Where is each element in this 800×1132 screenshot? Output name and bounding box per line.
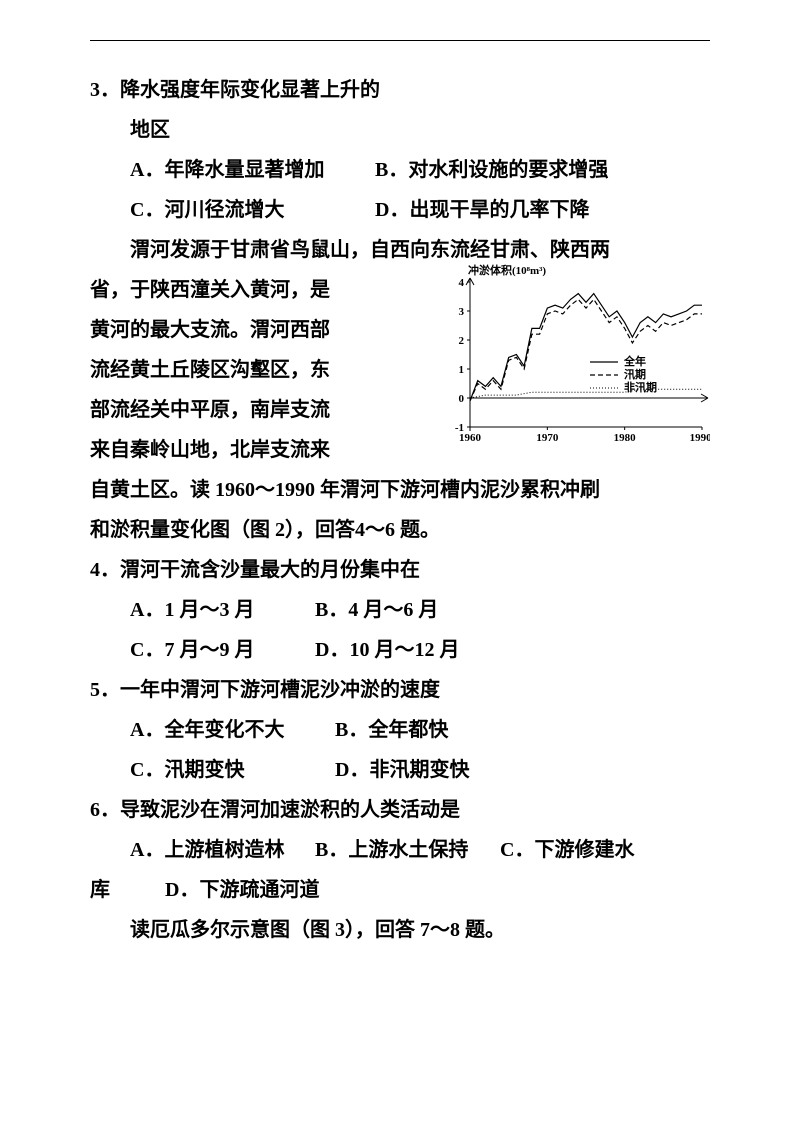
q5-option-a: A．全年变化不大 xyxy=(130,710,330,750)
svg-text:1970: 1970 xyxy=(536,432,559,444)
q6-opts-row2: 库 D．下游疏通河道 xyxy=(90,870,710,910)
chart-series-flood xyxy=(470,299,702,401)
q3-option-d: D．出现干旱的几率下降 xyxy=(375,190,589,230)
passage1-line4: 和淤积量变化图（图 2），回答4～6 题。 xyxy=(90,510,710,550)
q4-opts-row2: C．7 月～9 月 D．10 月～12 月 xyxy=(90,630,710,670)
q6-opts-row1: A．上游植树造林 B．上游水土保持 C．下游修建水 xyxy=(90,830,710,870)
q6-option-b: B．上游水土保持 xyxy=(315,830,495,870)
passage1-line2a: 省，于陕西潼关入黄河，是 xyxy=(90,270,425,310)
q6-stem: 6．导致泥沙在渭河加速淤积的人类活动是 xyxy=(90,790,710,830)
sediment-line-chart: 冲淤体积(10⁸m³) -101234 1960197019801990(年) … xyxy=(440,262,710,462)
legend-full: 全年 xyxy=(623,354,646,368)
svg-text:2: 2 xyxy=(459,335,465,347)
q5-option-c: C．汛期变快 xyxy=(130,750,330,790)
q3-option-c: C．河川径流增大 xyxy=(130,190,370,230)
passage1-line2d: 部流经关中平原，南岸支流 xyxy=(90,390,425,430)
q6-option-c: C．下游修建水 xyxy=(500,830,634,870)
svg-text:1990(年): 1990(年) xyxy=(690,430,710,444)
q3-opts-row2: C．河川径流增大 D．出现干旱的几率下降 xyxy=(90,190,710,230)
q4-stem: 4．渭河干流含沙量最大的月份集中在 xyxy=(90,550,710,590)
q5-option-d: D．非汛期变快 xyxy=(335,750,469,790)
q5-opts-row2: C．汛期变快 D．非汛期变快 xyxy=(90,750,710,790)
chart-series-full xyxy=(470,294,702,401)
passage2: 读厄瓜多尔示意图（图 3），回答 7～8 题。 xyxy=(90,910,710,950)
passage1-line3: 自黄土区。读 1960～1990 年渭河下游河槽内泥沙累积冲刷 xyxy=(90,470,710,510)
q4-opts-row1: A．1 月～3 月 B．4 月～6 月 xyxy=(90,590,710,630)
svg-text:4: 4 xyxy=(459,277,465,289)
q4-option-c: C．7 月～9 月 xyxy=(130,630,310,670)
chart-legend: 全年 汛期 非汛期 xyxy=(590,354,657,394)
page-top-rule xyxy=(90,40,710,41)
svg-text:3: 3 xyxy=(459,306,465,318)
q4-option-b: B．4 月～6 月 xyxy=(315,590,438,630)
chart-x-ticks: 1960 1970 1980 1990(年) xyxy=(459,427,710,444)
q3-stem-line1: 3．降水强度年际变化显著上升的 xyxy=(90,70,710,110)
passage1-line2e: 来自秦岭山地，北岸支流来 xyxy=(90,430,425,470)
q3-option-b: B．对水利设施的要求增强 xyxy=(375,150,608,190)
q5-stem: 5．一年中渭河下游河槽泥沙冲淤的速度 xyxy=(90,670,710,710)
svg-text:1960: 1960 xyxy=(459,432,482,444)
legend-non: 非汛期 xyxy=(624,380,657,394)
svg-text:0: 0 xyxy=(459,393,465,405)
legend-flood: 汛期 xyxy=(624,367,646,381)
chart-y-arrow xyxy=(470,278,474,285)
q3-opts-row1: A．年降水量显著增加 B．对水利设施的要求增强 xyxy=(90,150,710,190)
chart-y-label: 冲淤体积(10⁸m³) xyxy=(468,263,546,277)
q4-option-a: A．1 月～3 月 xyxy=(130,590,310,630)
chart-x-arrow xyxy=(701,394,708,398)
q5-option-b: B．全年都快 xyxy=(335,710,448,750)
chart-series-non xyxy=(470,389,702,398)
q6-option-d-prefix: 库 xyxy=(90,870,160,910)
chart-y-ticks: -101234 xyxy=(455,277,470,434)
q3-option-a: A．年降水量显著增加 xyxy=(130,150,370,190)
svg-text:1: 1 xyxy=(459,364,465,376)
chart-svg: 冲淤体积(10⁸m³) -101234 1960197019801990(年) … xyxy=(440,262,710,462)
q5-opts-row1: A．全年变化不大 B．全年都快 xyxy=(90,710,710,750)
passage1-line2b: 黄河的最大支流。渭河西部 xyxy=(90,310,425,350)
chart-x-arrow xyxy=(701,398,708,402)
q3-stem-line2: 地区 xyxy=(90,110,710,150)
q4-option-d: D．10 月～12 月 xyxy=(315,630,459,670)
q6-option-d: D．下游疏通河道 xyxy=(165,870,319,910)
q6-option-a: A．上游植树造林 xyxy=(130,830,310,870)
svg-text:1980: 1980 xyxy=(614,432,637,444)
passage1-line2c: 流经黄土丘陵区沟壑区，东 xyxy=(90,350,425,390)
